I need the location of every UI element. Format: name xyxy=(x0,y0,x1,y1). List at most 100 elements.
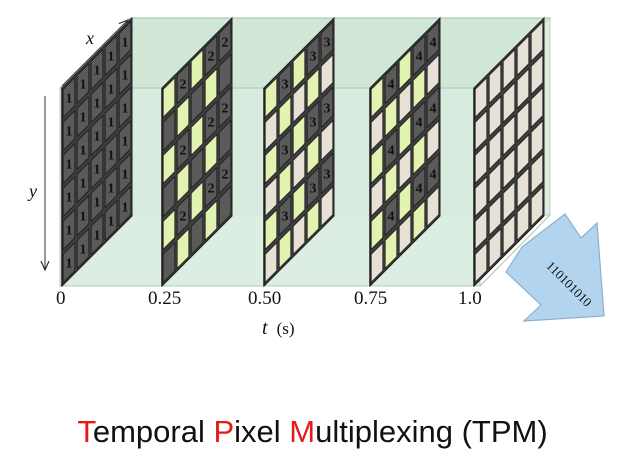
x-axis-arrow xyxy=(61,20,128,87)
caption-highlight-letter: M xyxy=(289,414,316,449)
pixel-cell xyxy=(426,86,440,129)
pixel-frame-number: 1 xyxy=(108,215,115,230)
pixel-cell xyxy=(530,20,544,63)
pixel-cell xyxy=(190,213,204,256)
pixel-frame-number: 4 xyxy=(430,36,437,51)
pixel-frame-number: 4 xyxy=(416,116,423,131)
pixel-cell xyxy=(62,76,76,119)
pixel-frame-number: 1 xyxy=(80,210,87,225)
pixel-cell xyxy=(426,53,440,96)
frame-t4 xyxy=(473,16,545,288)
pixel-cell xyxy=(426,20,440,63)
pixel-cell xyxy=(104,34,118,77)
pixel-frame-number: 4 xyxy=(416,182,423,197)
pixel-cell xyxy=(190,180,204,223)
pixel-cell xyxy=(502,147,516,190)
pixel-cell xyxy=(384,62,398,105)
pixel-cell xyxy=(176,227,190,270)
pixel-frame-number: 1 xyxy=(66,191,73,206)
pixel-cell xyxy=(76,227,90,270)
pixel-cell xyxy=(306,166,320,209)
pixel-cell xyxy=(474,76,488,119)
pixel-frame-number: 3 xyxy=(324,102,331,117)
pixel-cell xyxy=(264,241,278,284)
pixel-cell xyxy=(218,185,232,228)
pixel-cell xyxy=(162,142,176,185)
pixel-cell xyxy=(62,175,76,218)
pixel-cell xyxy=(370,208,384,251)
y-axis-label: y xyxy=(27,181,37,201)
pixel-frame-number: 1 xyxy=(122,168,129,183)
pixel-cell xyxy=(426,152,440,195)
pixel-cell xyxy=(306,199,320,242)
pixel-cell xyxy=(426,185,440,228)
pixel-cell xyxy=(90,213,104,256)
pixel-cell xyxy=(104,100,118,143)
pixel-cell xyxy=(162,76,176,119)
pixel-frame-number: 4 xyxy=(430,102,437,117)
pixel-frames: 1111111111111111111111111111112222222223… xyxy=(61,16,545,288)
pixel-frame-number: 2 xyxy=(222,36,229,51)
pixel-cell xyxy=(426,119,440,162)
pixel-cell xyxy=(488,161,502,204)
pixel-cell xyxy=(370,241,384,284)
pixel-cell xyxy=(292,48,306,91)
pixel-frame-number: 1 xyxy=(94,64,101,79)
t-axis-label: t (s) xyxy=(262,317,295,339)
caption-highlight-letter: T xyxy=(77,414,93,449)
pixel-cell xyxy=(398,48,412,91)
pixel-cell xyxy=(398,81,412,124)
output-arrow-shape xyxy=(505,213,605,322)
pixel-cell xyxy=(90,114,104,157)
caption-text: ultiplexing (TPM) xyxy=(315,414,548,449)
pixel-cell xyxy=(516,67,530,110)
pixel-frame-number: 3 xyxy=(324,36,331,51)
pixel-cell xyxy=(320,185,334,228)
pixel-cell xyxy=(264,76,278,119)
pixel-cell xyxy=(502,48,516,91)
pixel-cell xyxy=(90,147,104,190)
pixel-cell xyxy=(90,48,104,91)
pixel-cell xyxy=(502,180,516,223)
pixel-cell xyxy=(62,208,76,251)
pixel-cell xyxy=(76,62,90,105)
pixel-cell xyxy=(176,194,190,237)
pixel-frame-number: 2 xyxy=(180,78,187,93)
pixel-frame-number: 1 xyxy=(94,163,101,178)
bitstream-arrow: 110101010 xyxy=(505,213,605,322)
pixel-cell xyxy=(474,109,488,152)
pixel-cell xyxy=(516,199,530,242)
pixel-frame-number: 1 xyxy=(94,196,101,211)
pixel-cell xyxy=(306,34,320,77)
pixel-frame-number: 1 xyxy=(122,135,129,150)
pixel-cell xyxy=(530,152,544,195)
pixel-cell xyxy=(204,133,218,176)
pixel-cell xyxy=(104,67,118,110)
pixel-frame-number: 1 xyxy=(94,229,101,244)
pixel-frame-number: 1 xyxy=(108,182,115,197)
pixel-cell xyxy=(474,208,488,251)
x-axis-label: x xyxy=(85,28,94,48)
caption-text: ixel xyxy=(234,414,290,449)
pixel-cell xyxy=(488,62,502,105)
pixel-cell xyxy=(530,185,544,228)
pixel-frame-number: 1 xyxy=(66,125,73,140)
pixel-cell xyxy=(204,166,218,209)
pixel-cell xyxy=(320,86,334,129)
pixel-cell xyxy=(412,100,426,143)
pixel-cell xyxy=(320,53,334,96)
pixel-frame-number: 1 xyxy=(108,50,115,65)
pixel-cell xyxy=(176,95,190,138)
pixel-cell xyxy=(264,175,278,218)
diagram-caption: Temporal Pixel Multiplexing (TPM) xyxy=(0,414,625,450)
pixel-cell xyxy=(76,194,90,237)
pixel-cell xyxy=(278,95,292,138)
pixel-cell xyxy=(118,119,132,162)
time-tick-label: 0.25 xyxy=(148,288,181,309)
pixel-frame-number: 2 xyxy=(208,116,215,131)
pixel-frame-number: 3 xyxy=(282,144,289,159)
pixel-cell xyxy=(306,133,320,176)
pixel-frame-number: 4 xyxy=(388,78,395,93)
